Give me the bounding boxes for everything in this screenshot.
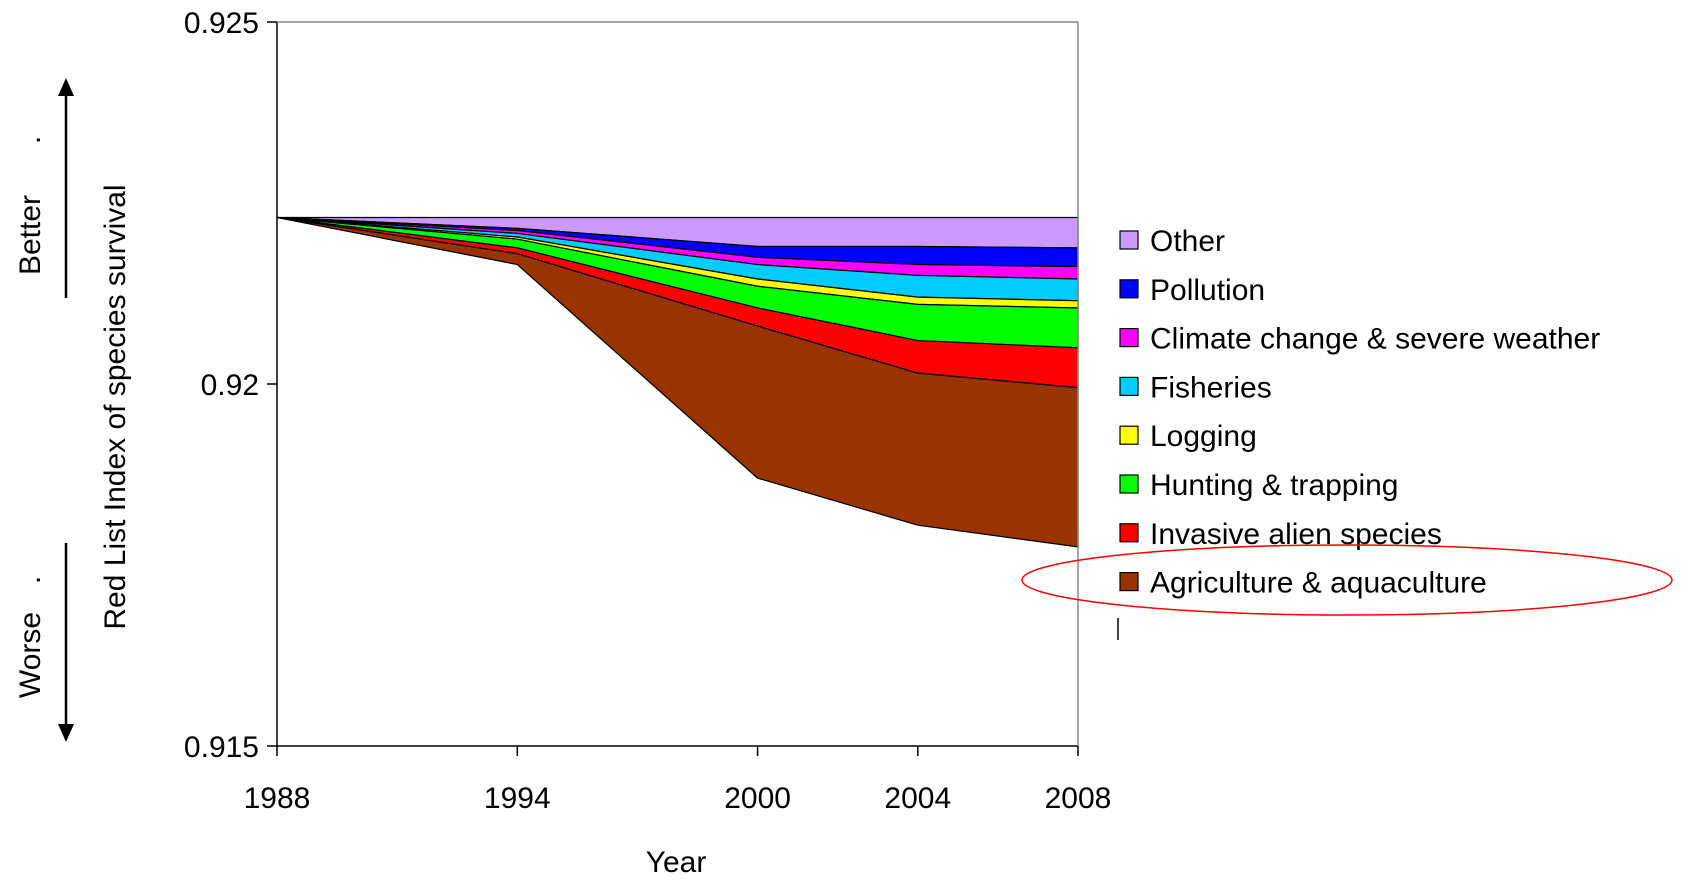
x-axis-label: Year bbox=[646, 846, 707, 879]
legend-label: Hunting & trapping bbox=[1150, 469, 1399, 502]
legend-item: Hunting & trapping bbox=[1119, 469, 1399, 502]
legend: Other Pollution Climate change & severe we… bbox=[1119, 225, 1600, 600]
legend-swatch bbox=[1119, 425, 1139, 445]
worse-indicator: Worse . bbox=[14, 543, 74, 742]
worse-label: Worse bbox=[14, 612, 47, 698]
x-ticks: 1988 1994 2000 2004 2008 bbox=[244, 746, 1112, 815]
better-label: Better bbox=[14, 195, 47, 275]
legend-label: Agriculture & aquaculture bbox=[1150, 567, 1487, 600]
legend-item: Logging bbox=[1119, 420, 1257, 453]
x-tick-label: 2000 bbox=[724, 782, 791, 815]
y-tick-label: 0.92 bbox=[201, 369, 259, 402]
worse-arrow-head bbox=[58, 724, 74, 742]
y-tick-label: 0.915 bbox=[184, 731, 259, 764]
legend-item: Other bbox=[1119, 225, 1225, 258]
legend-swatch bbox=[1119, 279, 1139, 299]
legend-label: Logging bbox=[1150, 420, 1257, 453]
legend-item: Pollution bbox=[1119, 274, 1265, 307]
legend-swatch bbox=[1119, 474, 1139, 494]
legend-swatch bbox=[1119, 523, 1139, 543]
highlight-ellipse bbox=[1021, 544, 1673, 616]
legend-swatch bbox=[1119, 376, 1139, 396]
legend-item: Climate change & severe weather bbox=[1119, 323, 1600, 356]
x-tick-label: 1994 bbox=[484, 782, 551, 815]
better-indicator: Better . bbox=[14, 78, 74, 298]
legend-label: Climate change & severe weather bbox=[1150, 323, 1600, 356]
stacked-areas bbox=[276, 216, 1079, 548]
better-arrow-head bbox=[58, 78, 74, 96]
worse-dot: . bbox=[14, 576, 47, 584]
x-tick-label: 2008 bbox=[1045, 782, 1112, 815]
x-tick-label: 2004 bbox=[884, 782, 951, 815]
better-dot: . bbox=[14, 136, 47, 144]
legend-swatch bbox=[1119, 328, 1139, 348]
y-axis-label: Red List Index of species survival bbox=[99, 184, 132, 629]
legend-item: Agriculture & aquaculture bbox=[1119, 567, 1487, 600]
x-tick-label: 1988 bbox=[244, 782, 311, 815]
y-ticks: 0.925 0.92 0.915 bbox=[184, 7, 277, 764]
legend-swatch bbox=[1119, 571, 1139, 592]
legend-swatch bbox=[1119, 230, 1139, 250]
legend-label: Pollution bbox=[1150, 274, 1265, 307]
legend-label: Fisheries bbox=[1150, 371, 1272, 404]
legend-item: Fisheries bbox=[1119, 371, 1272, 404]
y-tick-label: 0.925 bbox=[184, 7, 259, 40]
legend-label: Other bbox=[1150, 225, 1225, 258]
